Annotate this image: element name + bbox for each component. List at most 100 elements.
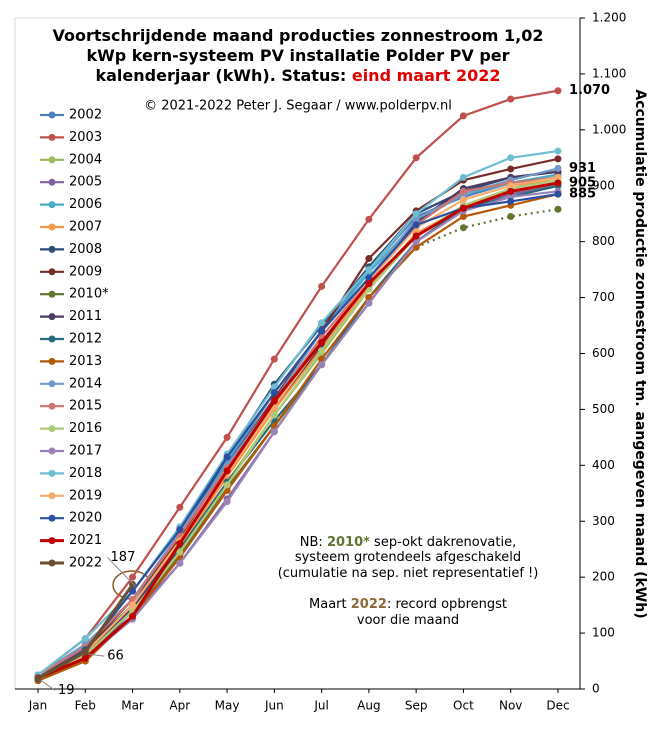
legend-label: 2005 (69, 175, 102, 190)
y-tick-label: 200 (592, 570, 615, 584)
annotation: voor die maand (357, 613, 459, 628)
y-tick-label: 500 (592, 402, 615, 416)
y-tick-label: 400 (592, 458, 615, 472)
legend-label: 2010* (69, 287, 109, 302)
data-point (507, 187, 515, 195)
data-point (412, 154, 420, 162)
legend-label: 2006 (69, 197, 102, 212)
annotation: Maart 2022: record opbrengst (309, 597, 507, 612)
series-line (37, 193, 559, 680)
data-point (318, 327, 326, 335)
series-line (37, 89, 559, 676)
annotation-text: (cumulatie na sep. niet representatief !… (278, 566, 539, 581)
series-line (37, 179, 559, 680)
legend-label: 2002 (69, 108, 102, 123)
legend-label: 2009 (69, 264, 102, 279)
legend-label: 2008 (69, 242, 102, 257)
x-tick-label: Sep (405, 699, 428, 713)
data-point (459, 173, 467, 181)
y-tick-label: 600 (592, 346, 615, 360)
legend-label: 2016 (69, 421, 102, 436)
data-point (507, 165, 515, 173)
legend-marker (48, 111, 56, 119)
data-point (223, 467, 231, 475)
value-label: 905 (569, 175, 596, 190)
legend-marker (48, 223, 56, 231)
data-point (554, 173, 562, 181)
legend-marker (48, 402, 56, 410)
data-point (412, 232, 420, 240)
legend-marker (48, 537, 56, 545)
series-line (37, 149, 559, 676)
legend-label: 2021 (69, 533, 102, 548)
annotation-text: systeem grotendeels afgeschakeld (295, 550, 521, 565)
data-point (318, 338, 326, 346)
legend-label: 2004 (69, 152, 102, 167)
x-tick-label: Aug (357, 699, 380, 713)
data-point (554, 179, 562, 187)
chart-title: kWp kern-systeem PV installatie Polder P… (86, 46, 509, 65)
y-tick-label: 100 (592, 626, 615, 640)
data-point (34, 674, 42, 682)
legend-marker (48, 201, 56, 209)
data-point (129, 612, 137, 620)
data-point (554, 87, 562, 95)
data-point (365, 299, 373, 307)
x-tick-label: Jun (264, 699, 284, 713)
data-point (459, 112, 467, 120)
data-point (318, 361, 326, 369)
data-point (412, 210, 420, 218)
legend-marker (48, 425, 56, 433)
data-point (459, 204, 467, 212)
series-line (37, 181, 559, 680)
title-line: kalenderjaar (kWh). Status: (95, 66, 351, 85)
legend-label: 2014 (69, 376, 102, 391)
legend-marker (48, 335, 56, 343)
x-tick-label: Apr (169, 699, 190, 713)
data-point (412, 221, 420, 229)
legend-label: 2012 (69, 332, 102, 347)
annotation-text: voor die maand (357, 613, 459, 628)
annotation-text: 2022 (351, 597, 387, 612)
data-point (507, 154, 515, 162)
x-tick-label: Dec (546, 699, 569, 713)
data-point (318, 347, 326, 355)
legend-marker (48, 245, 56, 253)
y-tick-label: 700 (592, 290, 615, 304)
y-tick-label: 0 (592, 682, 600, 696)
value-label: 1.070 (569, 83, 610, 98)
data-point (554, 147, 562, 155)
series-line (37, 190, 559, 679)
data-point (459, 224, 467, 232)
value-label: 66 (107, 649, 124, 664)
data-point (81, 635, 89, 643)
legend-marker (48, 357, 56, 365)
data-point (270, 389, 278, 397)
data-point (223, 433, 231, 441)
data-point (176, 540, 184, 548)
legend-marker (48, 447, 56, 455)
data-point (554, 205, 562, 213)
y-tick-label: 1.200 (592, 11, 626, 25)
annotation-text: 2010* (327, 535, 370, 550)
legend-label: 2018 (69, 466, 102, 481)
y-axis-label: Accumulatie productie zonnestroom tm. aa… (632, 89, 648, 618)
legend-marker (48, 313, 56, 321)
legend-marker (48, 380, 56, 388)
y-tick-label: 1.000 (592, 122, 626, 136)
legend-label: 2022 (69, 556, 102, 571)
x-tick-label: Nov (499, 699, 522, 713)
y-tick-label: 900 (592, 178, 615, 192)
data-point (318, 319, 326, 327)
data-point (507, 95, 515, 103)
annotation-text: sep-okt dakrenovatie, (370, 535, 516, 550)
data-point (176, 526, 184, 534)
legend-label: 2003 (69, 130, 102, 145)
data-point (365, 254, 373, 262)
chart-title: kalenderjaar (kWh). Status: eind maart 2… (95, 66, 500, 85)
legend-label: 2013 (69, 354, 102, 369)
data-point (223, 498, 231, 506)
x-tick-label: May (215, 699, 240, 713)
annotation-text: Maart (309, 597, 351, 612)
data-point (459, 196, 467, 204)
